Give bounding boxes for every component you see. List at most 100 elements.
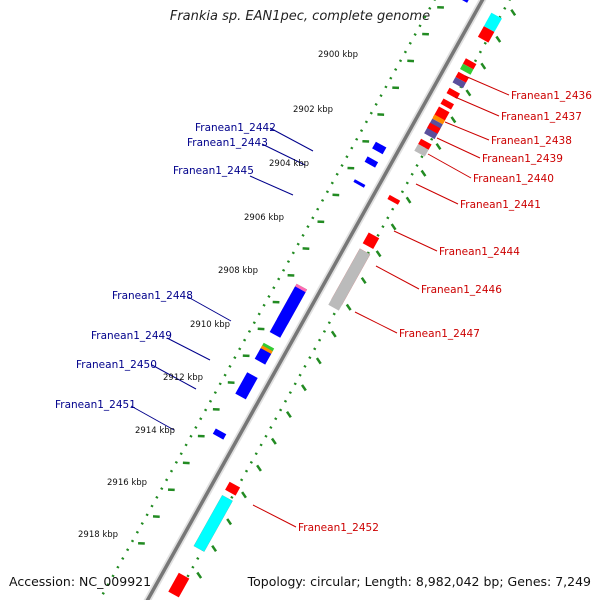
- major-tick: [285, 410, 292, 419]
- kbp-labels: 2900 kbp 2902 kbp 2904 kbp 2906 kbp 2908…: [78, 50, 358, 540]
- gene-label[interactable]: Franean1_2452: [298, 522, 379, 534]
- gene-label[interactable]: Franean1_2447: [399, 328, 480, 340]
- gene-feature-outer[interactable]: [455, 71, 470, 83]
- gene-label[interactable]: Franean1_2451: [55, 399, 136, 411]
- gene-feature-outer[interactable]: [477, 26, 495, 43]
- gene-label[interactable]: Franean1_2440: [473, 173, 554, 185]
- major-tick: [390, 223, 397, 231]
- gene-feature-inner[interactable]: [269, 286, 306, 338]
- minor-ticks-inner: [98, 0, 436, 600]
- gene-feature-outer[interactable]: [446, 87, 461, 99]
- major-tick: [315, 357, 322, 365]
- major-tick: [211, 544, 218, 553]
- leader-line: [151, 364, 197, 390]
- major-tick: [495, 35, 502, 43]
- gene-label[interactable]: Franean1_2437: [501, 111, 582, 123]
- major-tick: [375, 250, 382, 258]
- gene-feature-inner[interactable]: [364, 156, 379, 168]
- gene-labels-reverse: Franean1_2442 Franean1_2443 Franean1_244…: [55, 122, 276, 411]
- major-tick: [270, 437, 277, 445]
- gene-label[interactable]: Franean1_2443: [187, 137, 268, 149]
- gene-feature-outer[interactable]: [168, 572, 190, 598]
- label-leaders: [130, 75, 510, 528]
- gene-label[interactable]: Franean1_2444: [439, 246, 520, 258]
- kbp-label: 2902 kbp: [293, 105, 333, 115]
- gene-label[interactable]: Franean1_2448: [112, 290, 193, 302]
- major-tick: [196, 571, 203, 579]
- major-tick: [300, 384, 307, 392]
- gene-feature-inner[interactable]: [353, 179, 366, 188]
- gene-label[interactable]: Franean1_2438: [491, 135, 572, 147]
- backbone: [143, 0, 487, 600]
- gene-feature-outer[interactable]: [427, 122, 441, 134]
- major-tick: [420, 169, 427, 177]
- gene-feature-inner[interactable]: [212, 428, 227, 440]
- gene-feature-outer[interactable]: [440, 98, 455, 110]
- gene-feature-outer[interactable]: [362, 232, 380, 250]
- major-tick: [450, 116, 457, 124]
- major-tick: [330, 330, 337, 338]
- gene-label[interactable]: Franean1_2436: [511, 90, 592, 102]
- map-title: Frankia sp. EAN1pec, complete genome: [169, 9, 431, 24]
- gene-feature-inner[interactable]: [254, 348, 272, 365]
- gene-feature-inner[interactable]: [372, 141, 387, 155]
- gene-label[interactable]: Franean1_2446: [421, 284, 502, 296]
- gene-feature-inner[interactable]: [457, 0, 472, 3]
- gene-label[interactable]: Franean1_2442: [195, 122, 276, 134]
- major-tick: [465, 89, 472, 97]
- major-tick: [226, 518, 233, 526]
- leader-line: [187, 296, 232, 322]
- kbp-label: 2916 kbp: [107, 478, 147, 488]
- major-tick: [241, 491, 247, 499]
- gene-feature-outer[interactable]: [414, 144, 429, 157]
- major-tick: [360, 276, 367, 285]
- gene-feature-outer[interactable]: [225, 481, 241, 496]
- major-tick: [405, 196, 412, 204]
- leader-line: [415, 183, 459, 205]
- leader-line: [261, 143, 306, 166]
- leader-line: [249, 175, 294, 196]
- kbp-label: 2918 kbp: [78, 530, 118, 540]
- gene-feature-inner[interactable]: [235, 372, 258, 400]
- leader-line: [354, 311, 398, 334]
- kbp-label: 2910 kbp: [190, 320, 230, 330]
- kbp-label: 2908 kbp: [218, 266, 258, 276]
- leader-line: [444, 121, 490, 141]
- gene-feature-outer[interactable]: [483, 12, 502, 32]
- major-tick: [256, 464, 262, 472]
- leader-line: [166, 337, 211, 361]
- leader-line: [252, 504, 297, 528]
- kbp-label: 2906 kbp: [244, 213, 284, 223]
- gene-label[interactable]: Franean1_2449: [91, 330, 172, 342]
- major-ticks: [138, 5, 517, 579]
- kbp-label: 2912 kbp: [163, 373, 203, 383]
- major-tick: [435, 142, 442, 151]
- gene-label[interactable]: Franean1_2439: [482, 153, 563, 165]
- gene-feature-outer[interactable]: [462, 58, 477, 70]
- leader-line: [436, 137, 481, 159]
- gene-label[interactable]: Franean1_2445: [173, 165, 254, 177]
- leader-line: [427, 153, 472, 179]
- kbp-label: 2914 kbp: [135, 426, 175, 436]
- leader-line: [454, 96, 500, 117]
- gene-feature-outer[interactable]: [432, 114, 445, 125]
- gene-feature-outer[interactable]: [460, 63, 474, 75]
- gene-label[interactable]: Franean1_2441: [460, 199, 541, 211]
- gene-labels-forward: Franean1_2436 Franean1_2437 Franean1_243…: [298, 90, 592, 534]
- gene-feature-outer[interactable]: [328, 248, 371, 311]
- gene-label[interactable]: Franean1_2450: [76, 359, 157, 371]
- gene-feature-outer[interactable]: [387, 194, 401, 205]
- gene-feature-outer[interactable]: [193, 495, 233, 552]
- leader-line: [269, 127, 314, 152]
- kbp-label: 2904 kbp: [269, 159, 309, 169]
- topology-text: Topology: circular; Length: 8,982,042 bp…: [247, 574, 591, 589]
- leader-line: [130, 405, 175, 431]
- kbp-label: 2900 kbp: [318, 50, 358, 60]
- leader-line: [464, 75, 510, 96]
- leader-line: [393, 230, 438, 252]
- gene-feature-outer[interactable]: [418, 138, 432, 150]
- gene-feature-outer[interactable]: [452, 77, 467, 89]
- accession-text: Accession: NC_009921: [9, 574, 152, 589]
